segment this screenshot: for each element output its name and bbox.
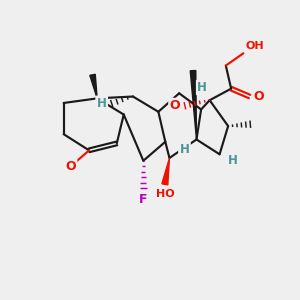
- Text: O: O: [254, 90, 264, 103]
- Polygon shape: [90, 74, 97, 98]
- Text: O: O: [65, 160, 76, 173]
- Text: OH: OH: [245, 41, 264, 52]
- Text: H: H: [228, 154, 238, 167]
- Text: H: H: [197, 81, 207, 94]
- Polygon shape: [162, 158, 169, 185]
- Text: HO: HO: [155, 189, 174, 200]
- Polygon shape: [190, 70, 196, 140]
- Text: O: O: [170, 99, 180, 112]
- Text: H: H: [179, 143, 189, 156]
- Text: F: F: [139, 193, 148, 206]
- Text: H: H: [97, 97, 106, 110]
